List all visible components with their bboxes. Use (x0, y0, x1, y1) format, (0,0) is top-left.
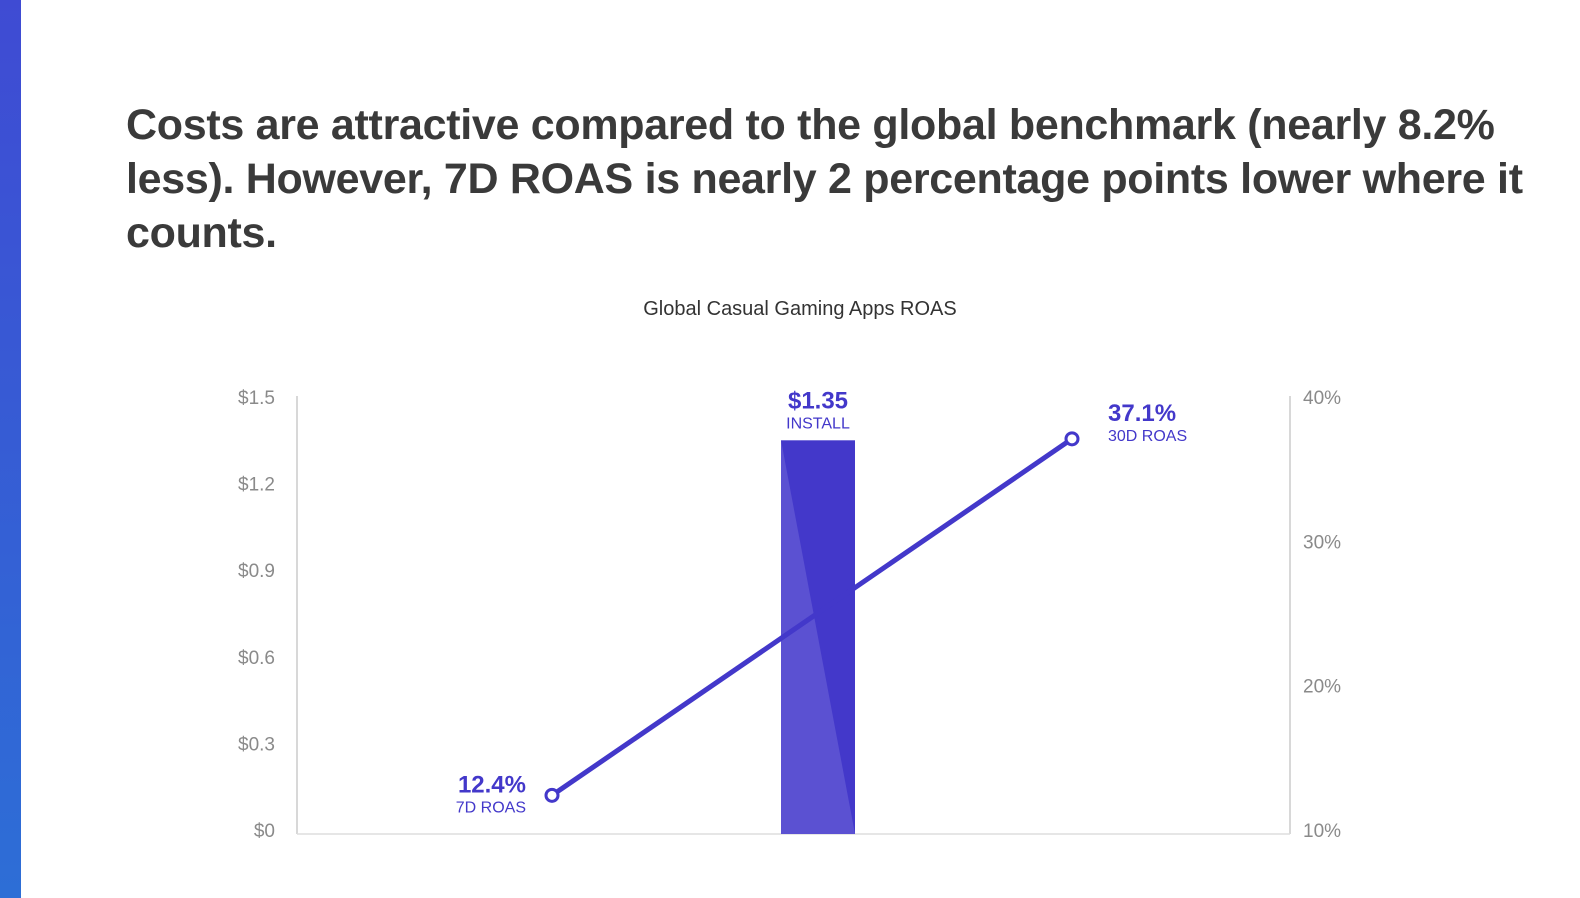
roas-line-group: 12.4%7D ROAS 37.1%30D ROAS (456, 400, 1187, 817)
right-tick-label: 20% (1303, 677, 1341, 698)
headline: Costs are attractive compared to the glo… (126, 101, 1523, 257)
roas-7d-value-label: 12.4% (458, 771, 526, 798)
roas-point-marker (544, 787, 560, 803)
left-tick-label: $1.2 (238, 475, 275, 496)
roas-30d-category-label: 30D ROAS (1108, 428, 1187, 445)
right-tick-label: 40% (1303, 388, 1341, 409)
roas-point-marker (1064, 431, 1080, 447)
left-tick-label: $0.3 (238, 734, 275, 755)
roas-line (549, 436, 1075, 798)
left-tick-label: $0.9 (238, 561, 275, 582)
left-tick-label: $0 (254, 821, 275, 842)
install-bar-shade (781, 440, 855, 834)
chart-title: Global Casual Gaming Apps ROAS (643, 298, 957, 320)
accent-bar (0, 0, 21, 898)
install-category-label: INSTALL (786, 415, 850, 432)
right-tick-label: 10% (1303, 821, 1341, 842)
roas-30d-value-label: 37.1% (1108, 400, 1176, 427)
left-axis-ticks: $0 $0.3 $0.6 $0.9 $1.2 $1.5 (238, 388, 275, 842)
right-tick-label: 30% (1303, 532, 1341, 553)
right-axis-ticks: 10% 20% 30% 40% (1303, 388, 1341, 842)
left-tick-label: $0.6 (238, 648, 275, 669)
left-tick-label: $1.5 (238, 388, 275, 409)
roas-7d-category-label: 7D ROAS (456, 799, 526, 816)
install-value-label: $1.35 (788, 387, 848, 414)
